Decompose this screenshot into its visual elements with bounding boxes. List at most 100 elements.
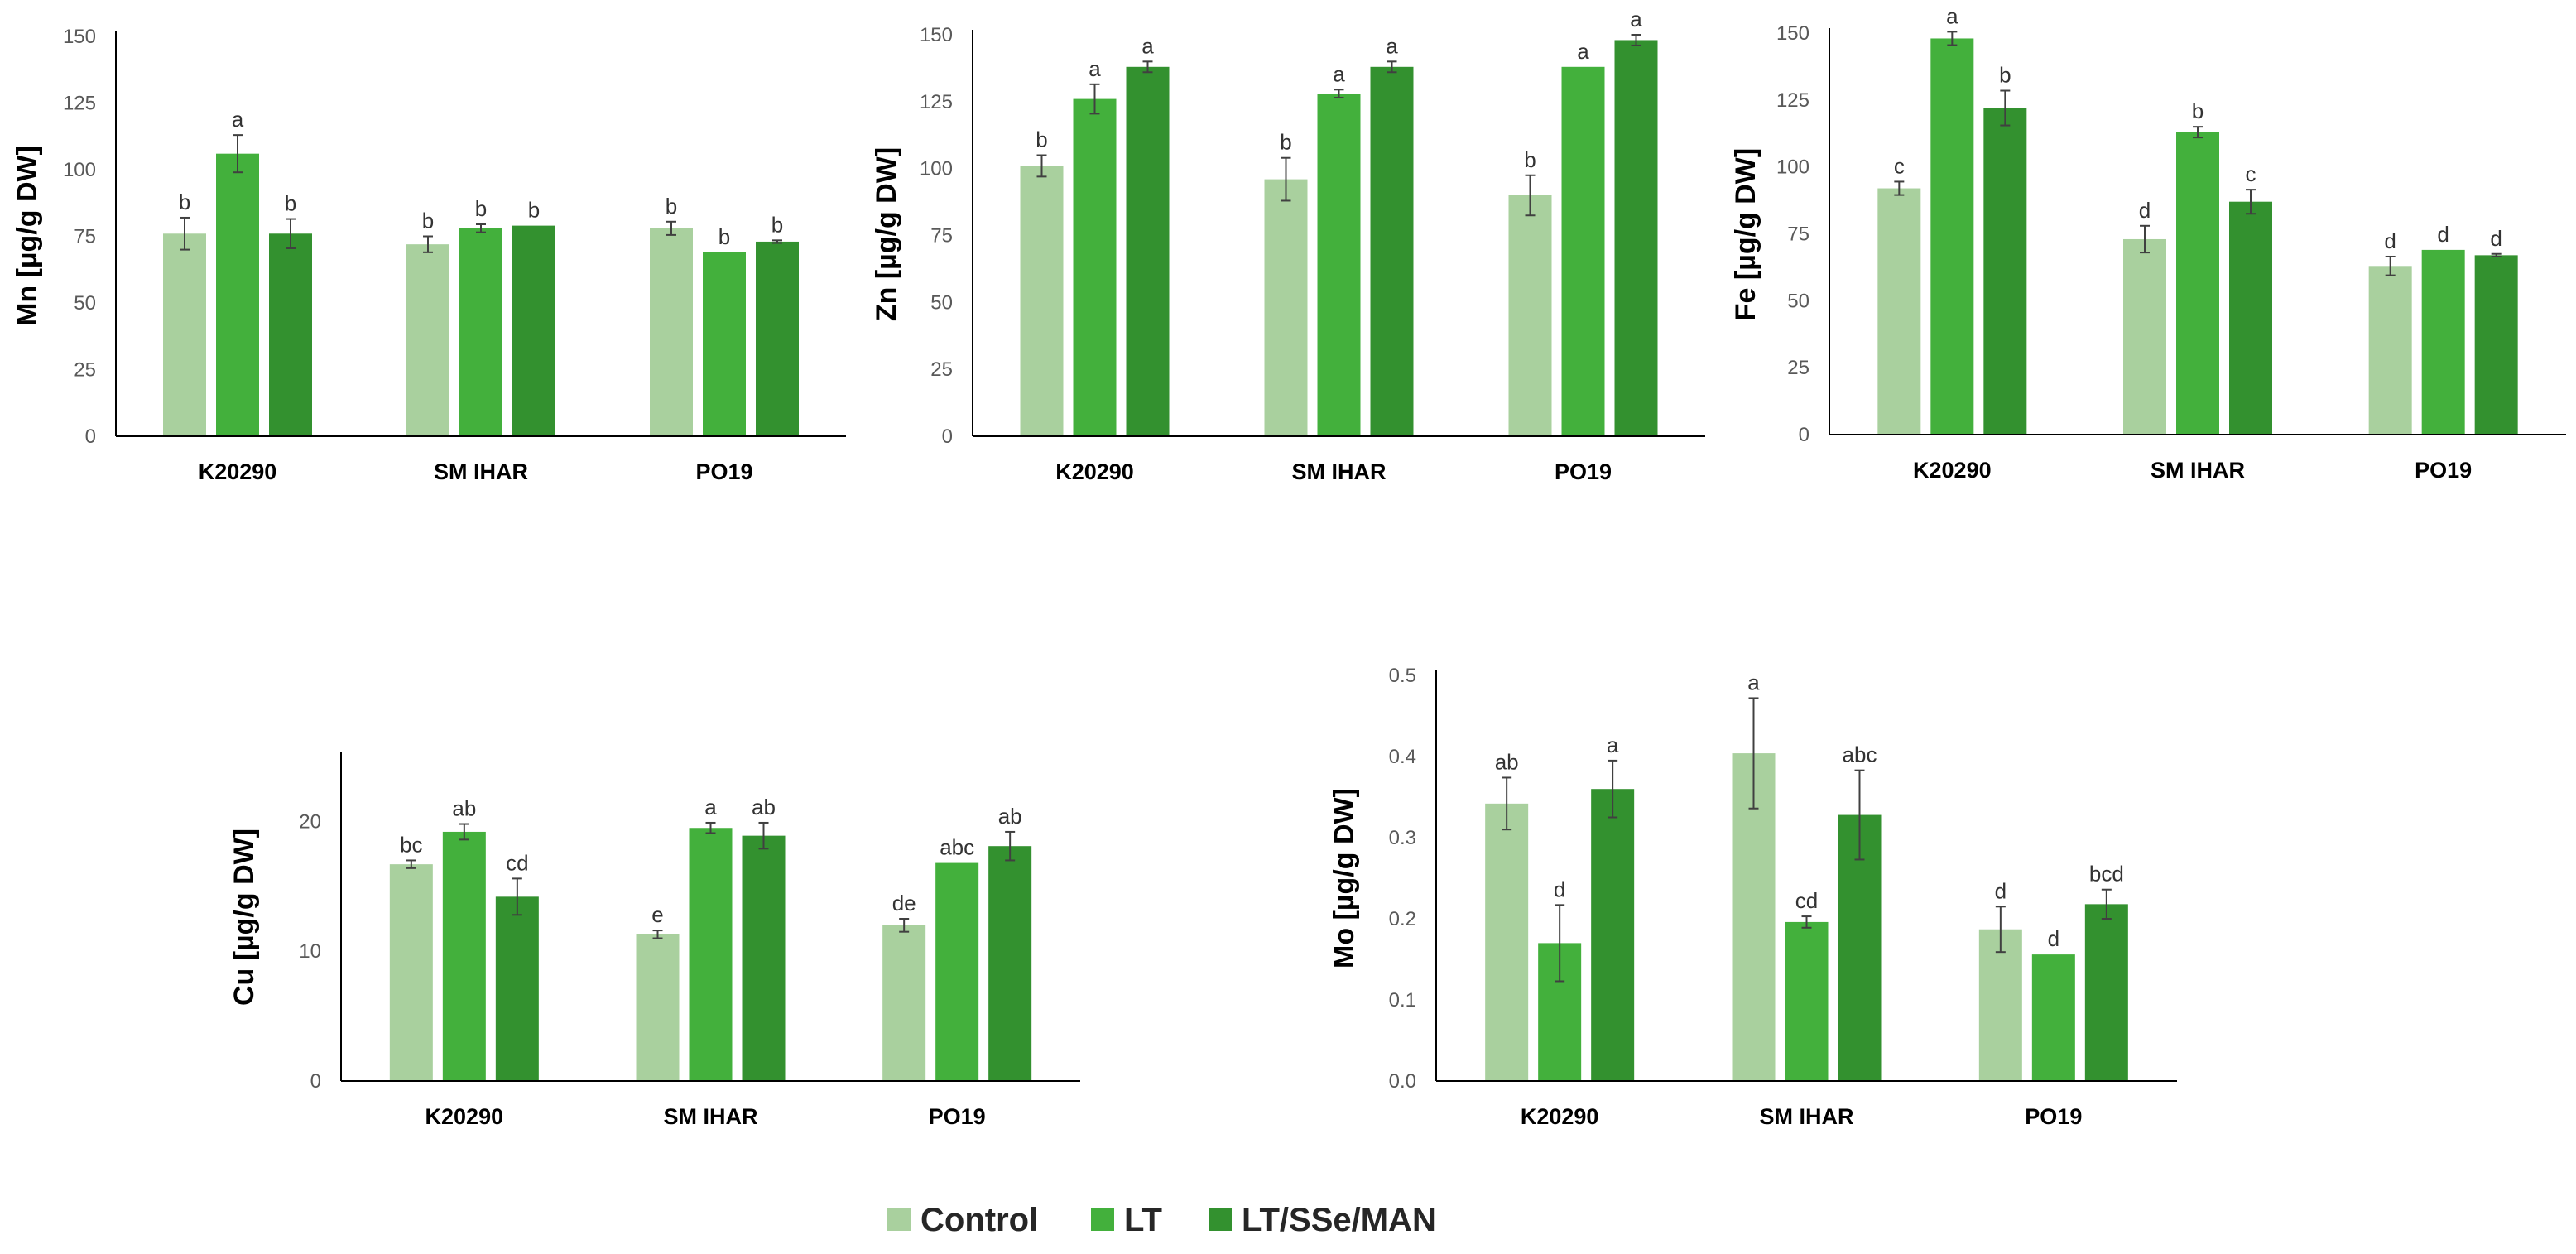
zn-y-tick-label: 100 <box>920 158 953 180</box>
cu-bar <box>689 828 733 1081</box>
mn-significance-letter: b <box>179 190 190 214</box>
mn-category-label: SM IHAR <box>434 459 528 484</box>
cu-error-bar <box>899 918 910 933</box>
mo-category-label: K20290 <box>1521 1104 1599 1129</box>
mo-chart: 0.0 0.1 0.2 0.3 0.4 0.5 Mo [µg/g DW] ab d a K20290… <box>1329 665 2177 1129</box>
fe-y-tick-label: 125 <box>1776 89 1809 112</box>
fe-bar <box>1877 188 1921 435</box>
legend-item-lt-sse-man: LT/SSe/MAN <box>1209 1202 1436 1238</box>
fe-error-bar <box>1894 180 1905 196</box>
zn-bar <box>1561 66 1605 437</box>
zn-y-axis-label: Zn [µg/g DW] <box>871 147 902 321</box>
mo-bar <box>1591 789 1635 1081</box>
mo-y-tick-label: 0.0 <box>1389 1070 1416 1093</box>
mn-error-bar <box>666 220 676 236</box>
fe-significance-letter: c <box>1894 153 1905 178</box>
mn-bar <box>703 252 746 436</box>
zn-significance-letter: b <box>1280 130 1291 155</box>
fe-error-bar <box>1947 31 1958 46</box>
zn-error-bar <box>1089 83 1100 115</box>
mo-significance-letter: d <box>2048 926 2059 951</box>
cu-significance-letter: ab <box>452 796 476 821</box>
fe-chart: 0 25 50 75 100 125 150 Fe [µg/g DW] c a b K20290 d b c… <box>1730 3 2566 483</box>
cu-bar <box>442 831 486 1081</box>
zn-error-bar <box>1334 89 1344 98</box>
mo-error-bar <box>2101 888 2112 920</box>
zn-chart: 0 25 50 75 100 125 150 Zn [µg/g DW] b a a K20290 b a a… <box>871 7 1705 484</box>
mn-category-label: K20290 <box>199 459 277 484</box>
zn-significance-letter: a <box>1333 61 1345 86</box>
cu-category-label: K20290 <box>425 1104 504 1129</box>
zn-error-bar <box>1387 60 1397 74</box>
zn-bar <box>1614 40 1658 436</box>
fe-y-tick-label: 0 <box>1799 424 1809 446</box>
mn-significance-letter: b <box>718 224 730 249</box>
cu-bar <box>988 846 1032 1081</box>
mo-y-tick-label: 0.5 <box>1389 665 1416 687</box>
fe-significance-letter: d <box>2139 198 2151 223</box>
fe-significance-letter: d <box>2384 228 2396 253</box>
cu-bar <box>935 862 979 1081</box>
mo-error-bar <box>1502 776 1512 831</box>
fe-error-bar <box>2385 255 2396 276</box>
mo-category-label: SM IHAR <box>1760 1104 1854 1129</box>
fe-error-bar <box>2246 189 2256 215</box>
mo-error-bar <box>1995 906 2006 954</box>
zn-significance-letter: a <box>1577 39 1589 64</box>
legend-swatch <box>1209 1208 1232 1231</box>
mo-significance-letter: a <box>1747 670 1760 694</box>
zn-y-tick-label: 150 <box>920 24 953 46</box>
fe-significance-letter: b <box>1999 63 2011 88</box>
legend-label: Control <box>920 1202 1038 1238</box>
mo-error-bar <box>1608 759 1618 819</box>
mo-significance-letter: abc <box>1843 742 1877 767</box>
mn-bar <box>216 153 259 436</box>
mo-bar <box>2084 904 2128 1081</box>
cu-bar <box>495 896 539 1081</box>
zn-bar <box>1317 94 1361 436</box>
mo-y-tick-label: 0.2 <box>1389 908 1416 930</box>
zn-significance-letter: a <box>1386 33 1398 58</box>
fe-y-tick-label: 75 <box>1787 223 1809 246</box>
cu-error-bar <box>512 877 522 916</box>
zn-error-bar <box>1281 156 1291 202</box>
fe-error-bar <box>2193 126 2203 139</box>
zn-category-label: K20290 <box>1055 459 1134 484</box>
cu-significance-letter: abc <box>940 835 974 860</box>
zn-bar <box>1126 66 1170 437</box>
mn-bar <box>650 228 693 436</box>
zn-error-bar <box>1631 34 1641 46</box>
fe-significance-letter: b <box>2192 98 2204 123</box>
mo-error-bar <box>1854 769 1865 861</box>
cu-significance-letter: e <box>651 902 663 927</box>
zn-significance-letter: b <box>1524 147 1536 172</box>
zn-significance-letter: b <box>1036 127 1047 152</box>
mn-y-tick-label: 125 <box>63 93 96 115</box>
mo-bar <box>1978 929 2022 1081</box>
zn-category-label: SM IHAR <box>1292 459 1387 484</box>
mo-bar <box>2031 954 2075 1081</box>
mn-significance-letter: b <box>666 194 677 219</box>
mn-bar <box>163 233 206 436</box>
legend-item-control: Control <box>887 1202 1038 1238</box>
cu-y-axis-label: Cu [µg/g DW] <box>228 829 260 1006</box>
mo-bar <box>1485 803 1529 1081</box>
fe-category-label: SM IHAR <box>2151 458 2245 483</box>
cu-bar <box>742 835 786 1081</box>
mn-y-tick-label: 150 <box>63 26 96 48</box>
legend-swatch <box>887 1208 911 1231</box>
cu-significance-letter: bc <box>400 832 422 857</box>
mn-significance-letter: a <box>232 107 244 132</box>
mo-y-tick-label: 0.1 <box>1389 989 1416 1011</box>
fe-bar <box>1930 38 1974 435</box>
cu-error-bar <box>406 859 416 869</box>
mn-y-tick-label: 75 <box>74 226 96 248</box>
mo-significance-letter: d <box>1554 877 1565 901</box>
mn-y-tick-label: 25 <box>74 359 96 382</box>
mn-significance-letter: b <box>475 196 487 221</box>
mo-error-bar <box>1748 697 1759 810</box>
legend-item-lt: LT <box>1091 1202 1162 1238</box>
cu-error-bar <box>758 821 769 850</box>
